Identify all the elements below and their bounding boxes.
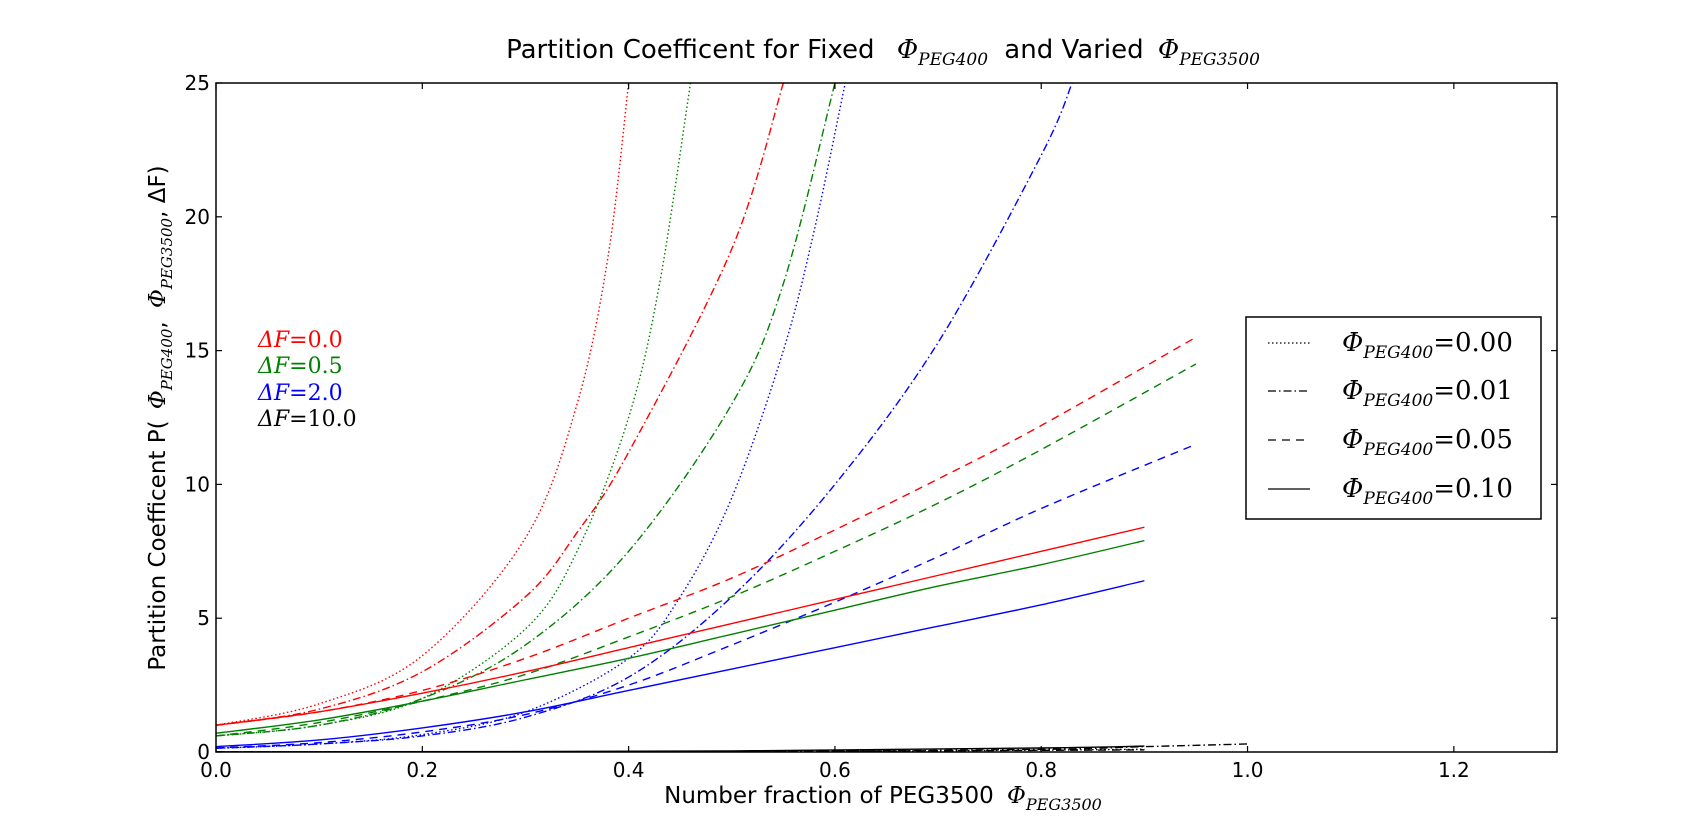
deltaF-legend-item-0: ΔF=0.0 xyxy=(257,328,343,353)
line-style-legend: ΦPEG400=0.00 ΦPEG400=0.01 ΦPEG400=0.05 Φ… xyxy=(1245,316,1542,520)
deltaF-legend-item-3: ΔF=10.0 xyxy=(257,407,357,432)
y-axis-label-phi1: Φ xyxy=(145,390,171,409)
series-layer xyxy=(216,83,1248,752)
series-line-dF0.5-phi0.01 xyxy=(216,83,836,737)
y-axis-label-sub1: PEG400 xyxy=(158,328,176,391)
title-phi2: Φ xyxy=(1158,35,1179,65)
x-tick-label: 1.2 xyxy=(1438,758,1470,782)
series-line-dF2.0-phi0.10 xyxy=(216,580,1145,748)
x-axis-label-text: Number fraction of PEG3500 xyxy=(664,783,994,809)
y-tick-label: 15 xyxy=(185,339,210,363)
y-axis-label-tail: , ΔF) xyxy=(145,165,171,218)
series-line-dF0.5-phi0.05 xyxy=(216,363,1197,737)
y-tick-label: 20 xyxy=(185,205,210,229)
x-tick-label: 0.8 xyxy=(1025,758,1057,782)
y-axis-label-sep: , xyxy=(145,321,171,328)
title-middle: and Varied xyxy=(1004,35,1143,65)
x-axis: 0.0 0.2 0.4 0.6 0.8 1.0 1.2 xyxy=(200,83,1470,782)
chart-title: Partition Coefficent for Fixed ΦPEG400 a… xyxy=(506,35,1260,72)
legend-label-0: ΦPEG400=0.00 xyxy=(1342,328,1513,363)
series-line-dF0.0-phi0.10 xyxy=(216,526,1145,726)
x-tick-label: 0.2 xyxy=(406,758,438,782)
y-tick-label: 10 xyxy=(185,472,210,496)
y-tick-label: 0 xyxy=(197,740,210,764)
legend-label-1: ΦPEG400=0.01 xyxy=(1342,376,1513,411)
series-line-dF2.0-phi0.05 xyxy=(216,443,1197,749)
title-phi1: Φ xyxy=(897,35,918,65)
y-tick-label: 25 xyxy=(185,71,210,95)
x-axis-label: Number fraction of PEG3500 ΦPEG3500 xyxy=(664,783,1102,814)
title-prefix: Partition Coefficent for Fixed xyxy=(506,35,874,65)
legend-frame xyxy=(1245,316,1542,520)
deltaF-legend-item-1: ΔF=0.5 xyxy=(257,354,343,379)
title-phi2-sub: PEG3500 xyxy=(1178,50,1260,70)
y-axis-label: Partition Coefficent P( ΦPEG400, ΦPEG350… xyxy=(145,165,176,670)
plot-frame xyxy=(215,82,1558,753)
x-tick-label: 0.4 xyxy=(613,758,645,782)
x-axis-label-phi-sub: PEG3500 xyxy=(1025,795,1102,814)
title-phi1-sub: PEG400 xyxy=(917,50,988,70)
legend-label-3: ΦPEG400=0.10 xyxy=(1342,474,1513,509)
deltaF-legend-item-2: ΔF=2.0 xyxy=(257,381,343,406)
x-tick-label: 0.6 xyxy=(819,758,851,782)
y-axis-label-sub2: PEG3500 xyxy=(158,217,176,290)
y-axis-label-text: Partition Coefficent P( xyxy=(145,420,171,670)
series-line-dF0.0-phi0.05 xyxy=(216,336,1197,726)
y-axis: 0 5 10 15 20 25 xyxy=(185,71,1557,764)
legend-label-2: ΦPEG400=0.05 xyxy=(1342,425,1513,460)
x-tick-label: 0.0 xyxy=(200,758,232,782)
series-line-dF0.0-phi0.01 xyxy=(216,83,785,726)
series-line-dF0.5-phi0.10 xyxy=(216,539,1145,734)
y-tick-label: 5 xyxy=(197,606,210,630)
deltaF-legend: ΔF=0.0 ΔF=0.5 ΔF=2.0 ΔF=10.0 xyxy=(257,328,357,432)
series-line-dF2.0-phi0.01 xyxy=(216,83,1073,749)
x-tick-label: 1.0 xyxy=(1232,758,1264,782)
y-axis-label-phi2: Φ xyxy=(145,289,171,308)
x-axis-label-phi: Φ xyxy=(1007,783,1026,809)
